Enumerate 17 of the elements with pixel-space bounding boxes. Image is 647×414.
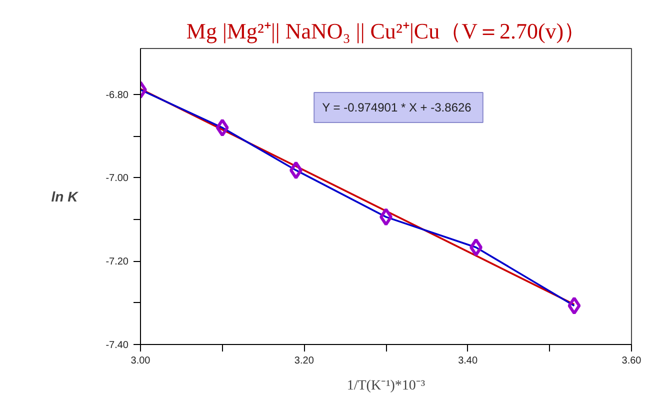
y-tick-label: -7.40 — [106, 340, 129, 351]
point — [568, 296, 581, 315]
point — [380, 208, 392, 226]
x-axis-title: 1/T(K⁻¹)*10⁻³ — [346, 378, 426, 394]
y-axis-title: ln K — [51, 188, 79, 204]
point — [289, 161, 302, 180]
point — [216, 118, 229, 137]
x-tick-label: 3.60 — [622, 356, 642, 366]
y-tick-label: -6.80 — [106, 90, 129, 101]
annotation: Y = -0.974901 * X + -3.8626 — [322, 100, 472, 114]
x-tick-label: 3.40 — [458, 356, 478, 366]
y-tick-label: -7.20 — [106, 256, 129, 268]
x-tick-label: 3.00 — [130, 356, 151, 366]
y-tick-label: -7.00 — [106, 173, 129, 184]
point — [470, 238, 483, 256]
x-tick-label: 3.20 — [294, 356, 314, 366]
chart-title: Mg |Mg²⁺|| NaNO₃ || Cu²⁺|Cu（V＝2.70(v)） — [186, 18, 586, 44]
